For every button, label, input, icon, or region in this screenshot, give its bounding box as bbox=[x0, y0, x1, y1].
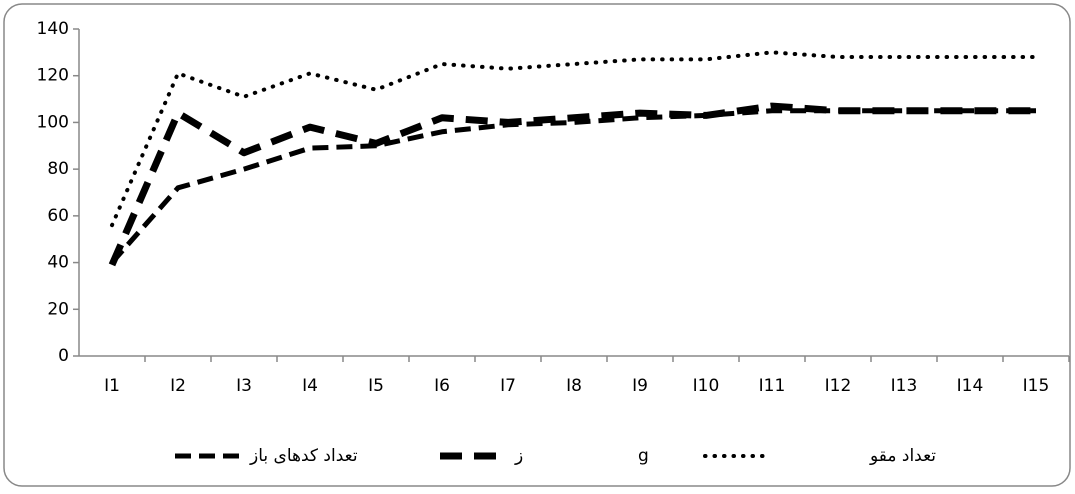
y-tick-label: 60 bbox=[47, 206, 69, 226]
y-tick-label: 0 bbox=[58, 346, 69, 366]
x-tick-label: I4 bbox=[302, 376, 318, 396]
legend-label: تعداد مقو bbox=[869, 446, 936, 466]
y-tick-label: 40 bbox=[47, 253, 69, 273]
legend-label: ز bbox=[514, 446, 523, 466]
chart-frame bbox=[4, 4, 1070, 486]
x-tick-label: I12 bbox=[825, 376, 852, 396]
x-tick-label: I10 bbox=[693, 376, 720, 396]
x-tick-label: I5 bbox=[368, 376, 384, 396]
x-tick-label: I14 bbox=[957, 376, 984, 396]
x-tick-label: I1 bbox=[104, 376, 120, 396]
legend-label: g bbox=[638, 446, 649, 466]
y-tick-label: 100 bbox=[37, 112, 69, 132]
x-tick-label: I13 bbox=[891, 376, 918, 396]
chart: 0 20 40 60 80 100 120 140 I1 I2 I3 I4 I5 I6 I7 I8 I9 I10 I… bbox=[0, 0, 1075, 490]
y-tick-label: 120 bbox=[37, 66, 69, 86]
x-tick-label: I3 bbox=[236, 376, 252, 396]
x-tick-label: I8 bbox=[566, 376, 582, 396]
x-tick-label: I11 bbox=[759, 376, 786, 396]
x-tick-label: I6 bbox=[434, 376, 450, 396]
x-tick-label: I15 bbox=[1023, 376, 1050, 396]
legend-label: تعداد کدهای باز bbox=[249, 446, 358, 466]
x-tick-label: I9 bbox=[632, 376, 648, 396]
x-tick-label: I7 bbox=[500, 376, 516, 396]
y-tick-label: 80 bbox=[47, 159, 69, 179]
y-tick-label: 20 bbox=[47, 299, 69, 319]
y-tick-label: 140 bbox=[37, 19, 69, 39]
x-tick-label: I2 bbox=[170, 376, 186, 396]
